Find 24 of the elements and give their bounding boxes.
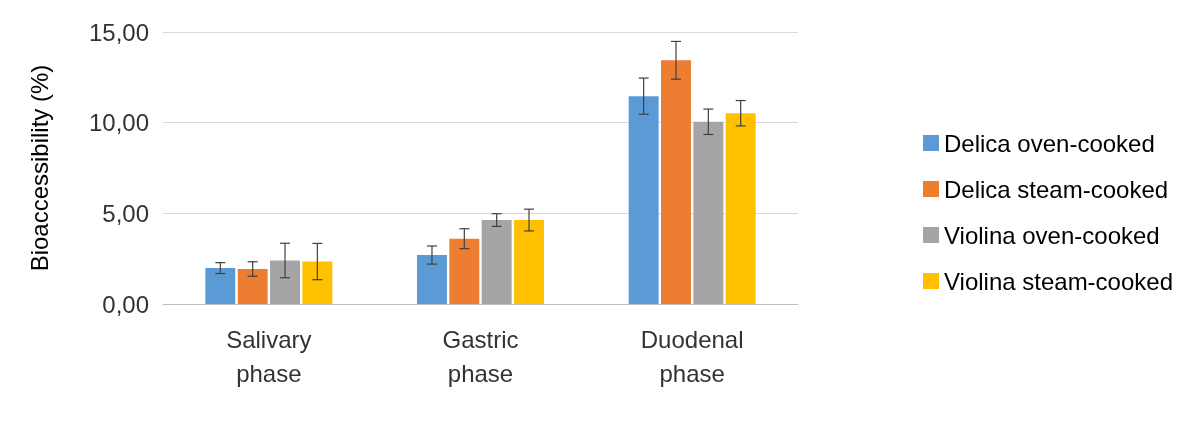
- x-tick-label: Duodenal phase: [640, 325, 744, 387]
- legend-label: Delica oven-cooked: [943, 129, 1155, 157]
- y-tick-label: 15,00: [88, 18, 149, 46]
- y-tick-label: 0,00: [102, 290, 149, 318]
- x-tick-label: Salivary phase: [226, 325, 312, 387]
- x-tick-label: Gastric phase: [442, 325, 519, 387]
- legend-label: Violina steam-cooked: [943, 267, 1174, 295]
- bar: [417, 255, 447, 304]
- y-tick-label: 5,00: [102, 199, 149, 227]
- bar: [693, 121, 724, 304]
- bar: [514, 220, 544, 304]
- bar: [449, 238, 480, 304]
- bar: [725, 113, 756, 304]
- bar: [302, 261, 333, 304]
- y-axis-title: Bioaccessibility (%): [25, 64, 53, 272]
- bar: [270, 260, 300, 304]
- bar: [237, 269, 268, 304]
- y-tick-label: 10,00: [88, 109, 149, 137]
- legend-label: Violina oven-cooked: [943, 221, 1160, 249]
- bar: [481, 220, 512, 304]
- bar: [628, 96, 659, 304]
- legend-label: Delica steam-cooked: [943, 175, 1169, 203]
- bar: [661, 60, 691, 304]
- bar: [205, 268, 236, 304]
